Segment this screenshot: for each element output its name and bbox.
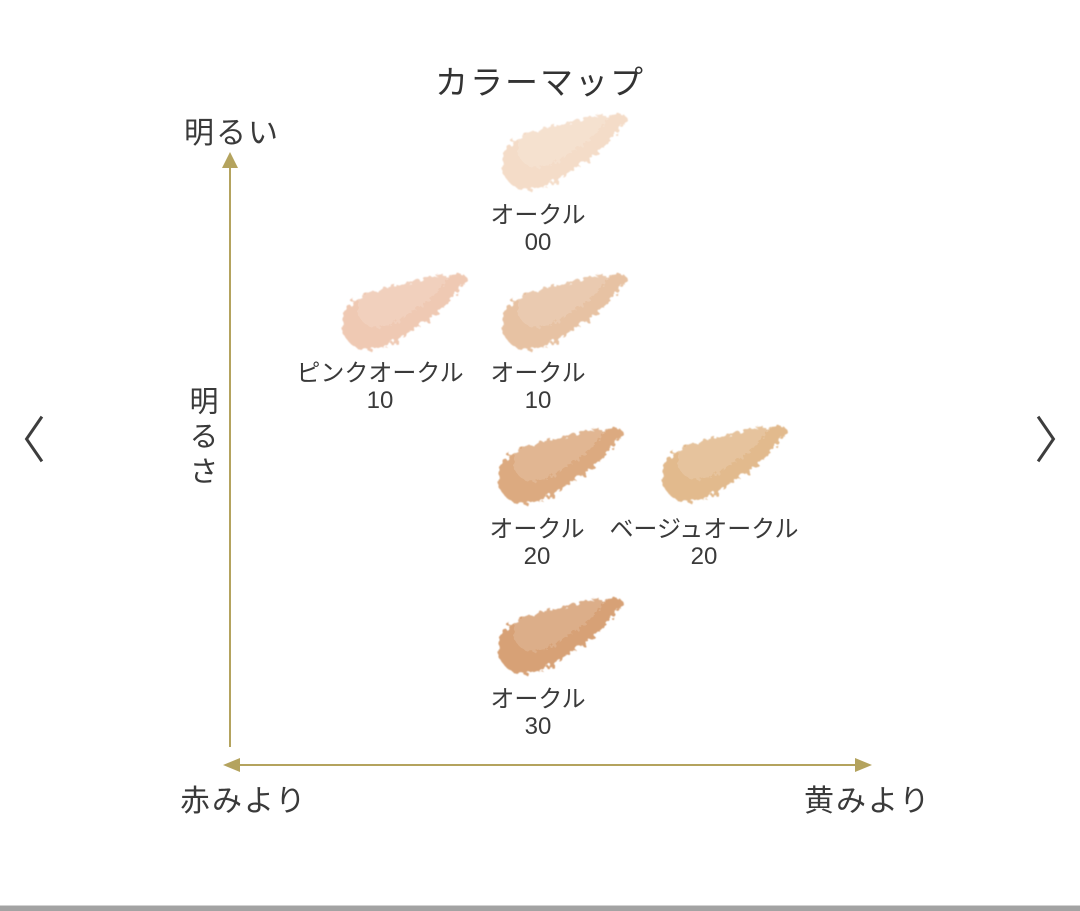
carousel-prev-button[interactable] bbox=[12, 404, 56, 474]
carousel-next-button[interactable] bbox=[1024, 404, 1068, 474]
swatch-label: オークル 30 bbox=[428, 686, 648, 740]
swatch-label: オークル 20 bbox=[427, 516, 647, 570]
swatch-label: ベージュオークル 20 bbox=[594, 516, 814, 570]
chevron-left-icon bbox=[24, 415, 44, 463]
swatch-number: 30 bbox=[524, 713, 552, 740]
x-axis-line bbox=[239, 764, 857, 766]
swatch-number: 10 bbox=[524, 387, 552, 414]
swatch-name: オークル bbox=[489, 516, 585, 543]
page-title: カラーマップ bbox=[435, 64, 645, 101]
swatch-name: オークル bbox=[490, 686, 586, 713]
x-axis-right-arrowhead-icon bbox=[855, 758, 872, 772]
swatch-label: オークル 10 bbox=[428, 360, 648, 414]
swatch-number: 20 bbox=[690, 543, 718, 570]
y-axis-arrowhead-icon bbox=[222, 152, 238, 168]
swatch-name: オークル bbox=[490, 360, 586, 387]
x-axis-left-arrowhead-icon bbox=[223, 758, 240, 772]
swatch-name: ベージュオークル bbox=[609, 516, 799, 543]
foundation-smear-image bbox=[501, 110, 627, 191]
swatch-name: ピンクオークル bbox=[296, 360, 464, 387]
foundation-smear-image bbox=[497, 594, 623, 675]
x-axis-right-label: 黄みより bbox=[804, 785, 932, 818]
foundation-smear-image bbox=[501, 270, 627, 351]
foundation-smear-image bbox=[341, 270, 467, 351]
swatch-number: 10 bbox=[366, 387, 394, 414]
y-axis-title: 明るさ bbox=[185, 386, 217, 491]
swatch-label: ピンクオークル 10 bbox=[270, 360, 490, 414]
page-bottom-divider bbox=[0, 905, 1080, 911]
swatch-number: 00 bbox=[524, 229, 552, 256]
foundation-smear-image bbox=[661, 422, 787, 503]
chevron-right-icon bbox=[1036, 415, 1056, 463]
y-axis-line bbox=[229, 166, 231, 747]
foundation-smear-image bbox=[497, 424, 623, 505]
y-axis-top-label: 明るい bbox=[184, 117, 280, 150]
swatch-label: オークル 00 bbox=[428, 202, 648, 256]
swatch-number: 20 bbox=[523, 543, 551, 570]
x-axis-left-label: 赤みより bbox=[180, 785, 308, 818]
swatch-name: オークル bbox=[490, 202, 586, 229]
